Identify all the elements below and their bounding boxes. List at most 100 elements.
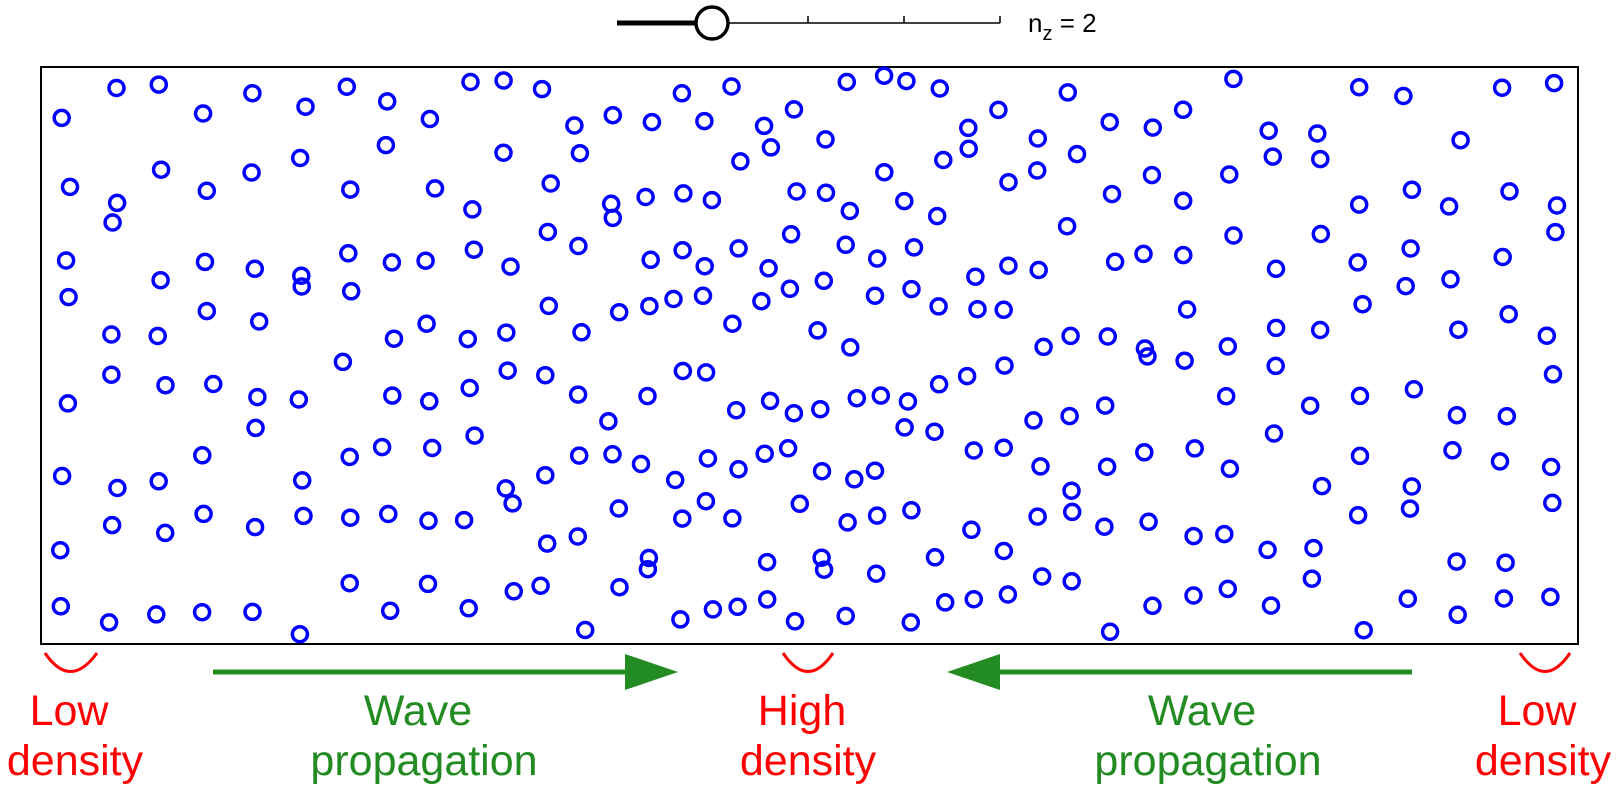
particle: [148, 326, 167, 346]
particle: [565, 116, 584, 135]
particle: [1058, 83, 1078, 102]
particle: [372, 437, 392, 457]
slider-equals: = 2: [1052, 8, 1096, 38]
particle: [639, 548, 659, 568]
wave-propagation-label-left: Wave propagation: [310, 687, 537, 785]
particle: [465, 426, 484, 445]
particle-field: [51, 66, 1567, 644]
particle: [497, 323, 516, 342]
particle: [989, 100, 1008, 120]
particle: [1404, 380, 1424, 399]
particle: [609, 499, 629, 518]
particle: [836, 235, 855, 255]
particle: [603, 105, 623, 125]
particle: [1348, 505, 1368, 525]
particle: [642, 112, 662, 132]
label-line: density: [7, 737, 144, 785]
particle: [698, 449, 718, 468]
particle: [790, 494, 810, 514]
particle: [1100, 112, 1119, 132]
particle: [695, 256, 714, 276]
particle: [1447, 552, 1466, 571]
particle: [757, 590, 777, 609]
particle: [1095, 517, 1114, 536]
particle: [245, 259, 265, 279]
particle: [1348, 253, 1367, 272]
particle: [245, 517, 265, 537]
particle: [1396, 276, 1415, 296]
particle: [1143, 596, 1162, 616]
particle: [340, 447, 359, 467]
particle: [151, 270, 170, 290]
particle: [1300, 396, 1320, 415]
particle: [377, 92, 397, 111]
label-line: Low: [1498, 687, 1578, 735]
particle: [780, 279, 800, 299]
particle: [51, 540, 70, 560]
particle: [568, 385, 588, 404]
particle: [1398, 589, 1418, 609]
particle: [1500, 182, 1519, 201]
particle: [192, 602, 212, 622]
particle: [1102, 184, 1122, 204]
particle: [1541, 587, 1560, 607]
particle: [895, 418, 914, 437]
particle: [871, 386, 891, 405]
nz-slider[interactable]: [617, 5, 1001, 41]
particle: [811, 399, 830, 419]
particle: [640, 296, 659, 316]
particle: [1173, 100, 1193, 120]
particle: [60, 177, 80, 197]
particle: [1310, 320, 1330, 340]
particle: [755, 444, 774, 463]
particle: [1448, 605, 1467, 625]
particle: [155, 523, 175, 543]
particle: [420, 392, 439, 411]
particle: [1541, 457, 1561, 477]
particle: [56, 251, 76, 270]
particle: [1401, 239, 1420, 258]
particle-box: [40, 66, 1579, 645]
slider-handle[interactable]: [694, 5, 730, 41]
particle: [866, 564, 886, 583]
particle: [569, 446, 589, 465]
particle: [103, 213, 122, 232]
particle: [1349, 77, 1369, 97]
particle: [59, 287, 78, 307]
particle: [631, 454, 651, 474]
particle: [841, 338, 860, 357]
low-density-curve-left: [43, 652, 99, 673]
particle: [1100, 622, 1120, 642]
particle: [1062, 481, 1081, 500]
label-line: High: [758, 687, 846, 735]
label-line: propagation: [310, 737, 537, 785]
particle: [379, 504, 398, 524]
particle: [1494, 589, 1514, 608]
high-density-curve: [781, 652, 835, 673]
particle: [496, 479, 516, 498]
particle: [1184, 526, 1203, 546]
particle: [296, 97, 315, 116]
particle: [501, 257, 520, 276]
particle: [108, 478, 127, 498]
particle: [723, 314, 742, 333]
particle: [416, 251, 435, 270]
particle: [454, 510, 474, 530]
particle: [731, 152, 750, 171]
particle: [383, 386, 402, 405]
particle: [1308, 124, 1327, 143]
particle: [1215, 524, 1234, 544]
particle: [702, 190, 722, 210]
particle: [838, 513, 857, 532]
particle: [498, 361, 517, 380]
particle: [636, 187, 655, 207]
particle: [840, 201, 860, 221]
particle: [194, 504, 213, 524]
particle: [570, 143, 590, 163]
particle: [1354, 620, 1373, 640]
particle: [102, 325, 121, 344]
particle: [1497, 406, 1517, 426]
particle: [538, 222, 558, 242]
particle: [1266, 356, 1285, 376]
